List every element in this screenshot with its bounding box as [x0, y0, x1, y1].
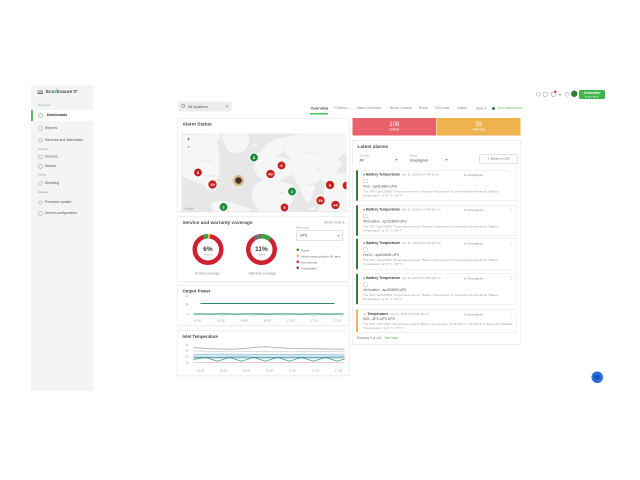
- svg-text:6: 6: [280, 163, 283, 168]
- svg-text:16:30: 16:30: [220, 369, 228, 373]
- svg-text:19: 19: [210, 182, 215, 187]
- svg-text:10: 10: [185, 361, 189, 365]
- svg-text:30: 30: [185, 349, 189, 353]
- svg-text:17:00: 17:00: [289, 369, 297, 373]
- svg-text:R u s s i a: R u s s i a: [307, 153, 317, 155]
- svg-text:11%: 11%: [255, 246, 268, 253]
- svg-text:Active: Active: [204, 253, 212, 257]
- svg-text:20: 20: [185, 355, 189, 359]
- svg-text:2: 2: [291, 189, 294, 194]
- svg-text:49: 49: [268, 172, 273, 177]
- svg-text:2k: 2k: [185, 294, 189, 298]
- svg-text:5: 5: [283, 205, 286, 210]
- svg-text:6%: 6%: [203, 246, 213, 253]
- svg-text:17:00: 17:00: [287, 319, 295, 323]
- svg-text:0: 0: [187, 312, 189, 316]
- svg-text:17:20: 17:20: [335, 369, 343, 373]
- svg-text:3: 3: [222, 205, 225, 210]
- svg-text:8: 8: [253, 155, 256, 160]
- svg-text:16:20: 16:20: [194, 319, 202, 323]
- svg-text:40: 40: [185, 343, 189, 347]
- svg-text:17:10: 17:10: [310, 319, 318, 323]
- svg-text:16:50: 16:50: [266, 369, 274, 373]
- svg-text:16:40: 16:40: [240, 319, 248, 323]
- svg-text:39: 39: [318, 198, 323, 203]
- svg-text:8: 8: [197, 170, 200, 175]
- svg-text:Google: Google: [185, 207, 194, 211]
- svg-text:China: China: [317, 170, 323, 172]
- svg-text:44: 44: [333, 203, 338, 208]
- svg-text:6: 6: [329, 183, 332, 188]
- svg-text:United States: United States: [205, 175, 217, 178]
- svg-text:Active: Active: [258, 253, 266, 257]
- svg-text:1k: 1k: [185, 302, 189, 306]
- svg-text:17:10: 17:10: [312, 369, 320, 373]
- svg-text:16:20: 16:20: [197, 369, 205, 373]
- svg-text:16:50: 16:50: [264, 319, 272, 323]
- svg-text:16:40: 16:40: [243, 369, 251, 373]
- svg-text:17:20: 17:20: [334, 319, 342, 323]
- svg-text:Africa: Africa: [280, 192, 286, 195]
- svg-text:16:30: 16:30: [217, 319, 225, 323]
- svg-text:C a n a d a: C a n a d a: [202, 161, 213, 163]
